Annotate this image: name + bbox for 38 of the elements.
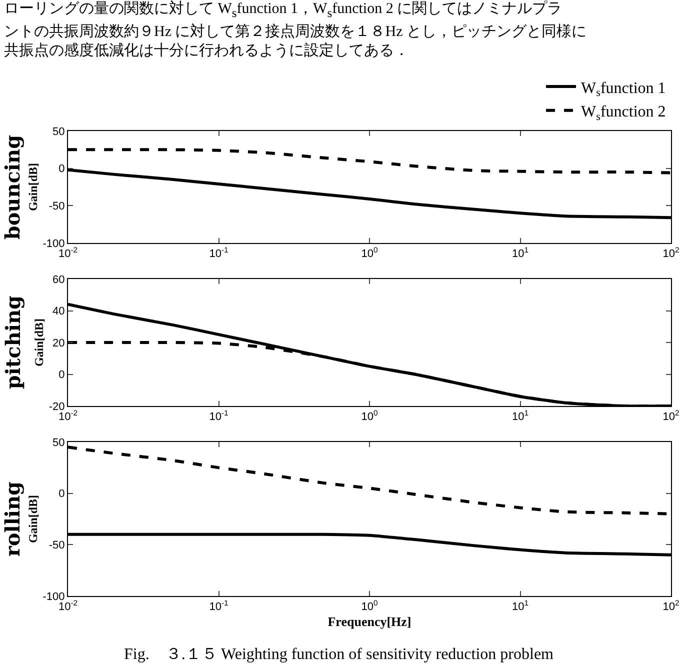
x-tick-label: 10$^{2}$ (662, 598, 680, 614)
y-axis-title: Gain[dB] (26, 162, 40, 212)
x-tick-label: 10$^{0}$ (361, 246, 378, 260)
y-tick-label: 50 (52, 126, 65, 138)
text: ローリングの量の関数に対して W$_{s}$function 1，W$_{s}$function 2 に関してはノミナルプラ (4, 0, 564, 22)
legend-label: W$_{s}$function 1 (581, 80, 666, 100)
y-tick-label: 60 (52, 274, 65, 286)
y-tick-label: 0 (58, 369, 65, 382)
y-tick-label: -100 (42, 238, 65, 250)
y-tick-label: -50 (48, 540, 65, 552)
text: bouncing (0, 134, 25, 240)
x-tick-label: 10$^{0}$ (361, 598, 378, 614)
y-tick-label: 20 (52, 337, 65, 350)
x-tick-label: 10$^{1}$ (512, 408, 529, 424)
x-axis-title: Frequency[Hz] (328, 614, 412, 629)
y-axis-title: Gain[dB] (26, 494, 40, 544)
text: pitching (1, 295, 26, 390)
y-axis-title: Gain[dB] (32, 318, 46, 367)
y-tick-label: 50 (52, 436, 65, 449)
legend-label: W$_{s}$function 2 (581, 104, 666, 123)
y-tick-label: 0 (58, 163, 65, 176)
y-tick-label: 40 (52, 306, 65, 318)
y-tick-label: -20 (48, 400, 65, 413)
text: rolling (0, 481, 25, 557)
text: 共振点の感度低減化は十分に行われるように設定してある． (4, 42, 410, 60)
x-tick-label: 10$^{-1}$ (209, 598, 228, 614)
x-tick-label: 10$^{-1}$ (209, 246, 228, 260)
x-tick-label: 10$^{2}$ (662, 408, 680, 424)
x-tick-label: 10$^{1}$ (512, 246, 529, 260)
x-tick-label: 10$^{1}$ (512, 598, 529, 614)
y-tick-label: -50 (48, 200, 65, 213)
x-tick-label: 10$^{2}$ (662, 246, 680, 260)
x-tick-label: 10$^{-1}$ (209, 408, 228, 424)
y-tick-label: 0 (58, 488, 65, 500)
caption: Fig. ３.１５ Weighting function of sensitivity reduction problem (124, 646, 554, 663)
y-tick-label: -100 (42, 590, 65, 603)
text: ントの共振周波数約９Hz に対して第２接点周波数を１８Hz とし，ピッチングと同様に (4, 23, 588, 42)
x-tick-label: 10$^{0}$ (361, 408, 378, 424)
